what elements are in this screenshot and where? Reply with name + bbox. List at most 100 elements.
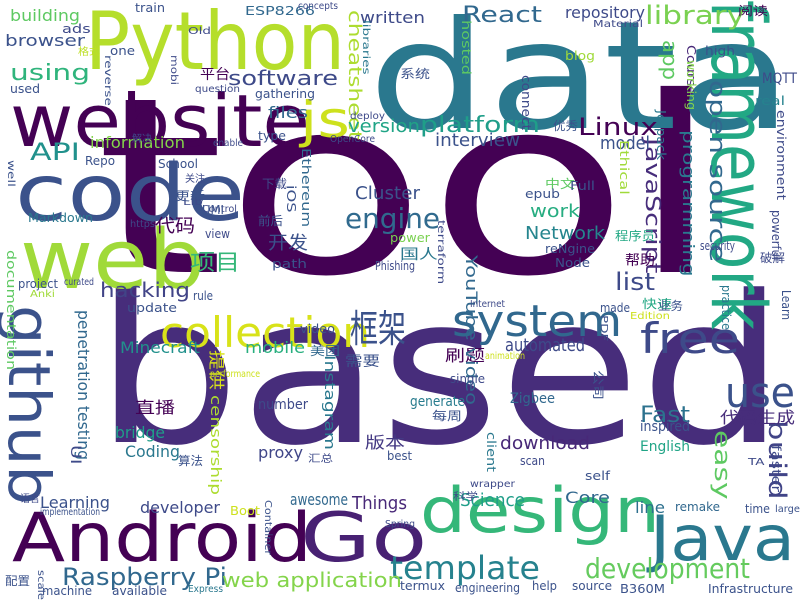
word: based: [95, 253, 785, 491]
word: Boot: [230, 504, 260, 518]
word: version: [348, 116, 420, 137]
word: 代码: [155, 216, 195, 237]
word: Full: [570, 179, 595, 193]
word: working: [684, 60, 698, 110]
word: generate: [410, 394, 465, 410]
word: practice: [719, 285, 733, 330]
word: English: [640, 439, 690, 455]
word: large: [775, 504, 800, 515]
word: browser: [5, 31, 85, 50]
word: automated: [505, 335, 585, 356]
word: mobi: [168, 55, 179, 85]
word: 语言: [20, 494, 40, 505]
word: 关注: [185, 174, 205, 185]
word: list: [615, 268, 655, 296]
word: concepts: [298, 1, 338, 12]
word: best: [387, 449, 412, 463]
word: Phishing: [375, 259, 415, 273]
word: Old: [188, 26, 211, 37]
word: censorship: [207, 395, 223, 495]
word: 科学: [453, 492, 478, 503]
word: question: [195, 84, 240, 95]
word: penetration testing: [74, 310, 93, 460]
word: 美团: [310, 344, 340, 358]
word: 平台: [200, 67, 230, 83]
word: Repo: [85, 154, 115, 168]
word: template: [390, 549, 540, 587]
word: https: [130, 219, 155, 230]
word: Learning: [40, 493, 110, 512]
word: UMI: [202, 203, 224, 217]
word: platform: [420, 113, 540, 138]
word: 破解: [760, 251, 785, 265]
word: faster: [769, 445, 783, 493]
word: Control: [202, 204, 237, 215]
word: 中文: [545, 177, 575, 191]
word: connect: [519, 75, 533, 130]
word: Science: [460, 490, 525, 511]
word: update: [127, 301, 177, 315]
word: source: [572, 579, 612, 593]
word: 版本: [365, 433, 405, 452]
word: Markdown: [28, 211, 93, 225]
word: Fast: [640, 403, 690, 428]
word: help: [532, 579, 557, 593]
word: 需要: [345, 354, 380, 370]
word: easy: [709, 430, 734, 500]
word: Spring: [385, 519, 415, 530]
word: single: [450, 372, 485, 386]
word: engine: [345, 202, 440, 235]
word: Minecraft: [120, 338, 200, 357]
word: type: [258, 129, 286, 143]
word: 系统: [400, 67, 430, 81]
word: performance: [210, 369, 260, 380]
word: documentation: [4, 250, 18, 370]
word: 汇总: [308, 454, 333, 465]
word: 国人: [400, 247, 438, 263]
word: deploy: [350, 111, 385, 122]
word: real: [755, 94, 785, 108]
word: 帮助: [625, 253, 655, 269]
word: 每周: [432, 409, 462, 423]
word: data: [368, 0, 793, 164]
word: remake: [675, 500, 720, 514]
word: inspired: [640, 419, 690, 435]
word: Network: [525, 223, 605, 244]
word: Go: [300, 499, 428, 578]
word: download: [500, 433, 590, 454]
word: blog: [565, 49, 595, 63]
word: animation: [485, 351, 525, 362]
word: Ethical: [617, 140, 631, 195]
word: web: [20, 213, 205, 308]
word: written: [360, 8, 425, 27]
word: train: [135, 1, 165, 15]
word: School: [158, 157, 198, 171]
word: 配置: [5, 574, 30, 588]
word: website: [10, 79, 310, 163]
word: rule: [193, 289, 213, 303]
word: Java: [650, 502, 795, 575]
word: Ethereum: [299, 148, 313, 228]
word: machine: [42, 584, 92, 598]
word: Material: [593, 19, 643, 30]
word: Edition: [630, 311, 670, 322]
word: one: [110, 44, 135, 58]
word: epub: [525, 187, 560, 201]
word: MQTT: [762, 71, 797, 87]
word: TA: [748, 457, 765, 468]
word: 更新: [175, 189, 205, 203]
word: wrapper: [470, 479, 515, 490]
word: 前后: [258, 214, 283, 228]
word: iOS: [284, 185, 298, 213]
word: used: [10, 82, 40, 96]
word: environment: [774, 110, 788, 200]
word: 开发: [268, 233, 308, 254]
word: project: [18, 277, 58, 291]
word: Things: [352, 493, 407, 514]
word: Instagram: [321, 355, 337, 450]
word: number: [258, 397, 308, 413]
word: Raspberry Pi: [62, 563, 227, 591]
word: interview: [435, 130, 520, 151]
word: Anki: [30, 289, 55, 300]
word: building: [10, 6, 80, 25]
